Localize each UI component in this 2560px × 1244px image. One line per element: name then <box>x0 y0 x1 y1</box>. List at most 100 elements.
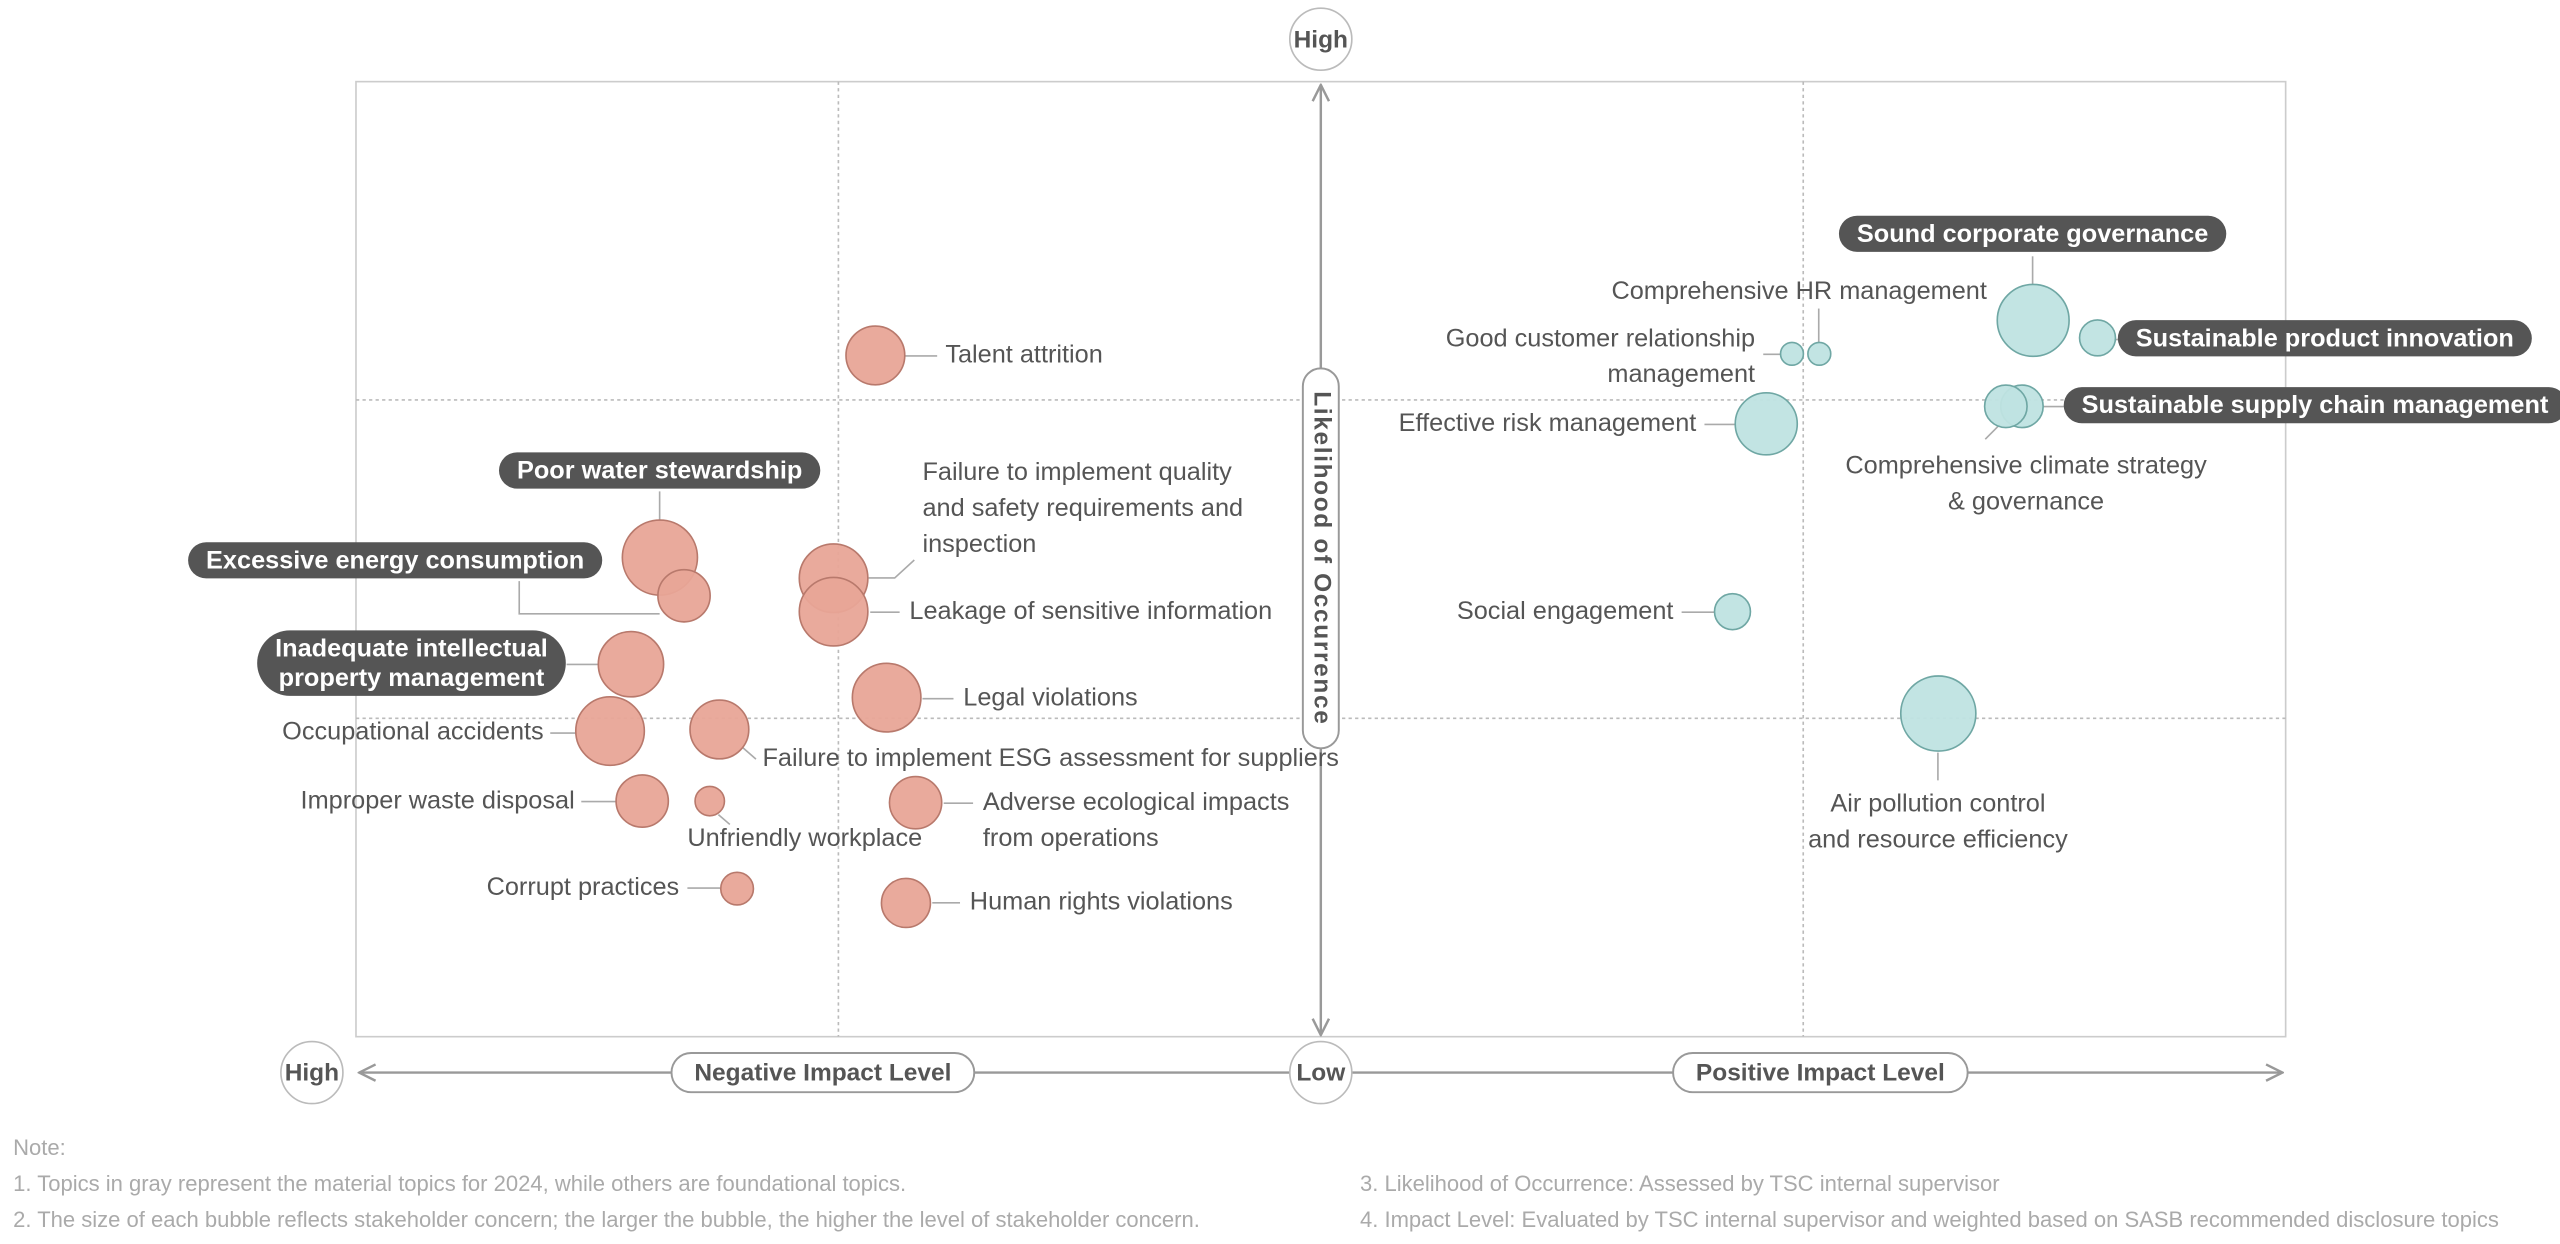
label-line: Human rights violations <box>970 887 1233 915</box>
topic-label: Human rights violations <box>970 887 1233 915</box>
label-line: Sustainable product innovation <box>2136 324 2514 352</box>
material-topic-label: Excessive energy consumption <box>188 542 603 579</box>
bubble <box>880 877 932 929</box>
topic-label: Unfriendly workplace <box>687 824 922 852</box>
topic-label: Good customer relationship management <box>1446 324 1755 388</box>
label-line: Improper waste disposal <box>301 786 575 814</box>
topic-label: Air pollution control and resource effici… <box>1808 790 2068 854</box>
label-box <box>2063 387 2560 424</box>
bubble <box>574 695 646 767</box>
label-box <box>1838 215 2227 252</box>
bubble <box>1983 384 2028 429</box>
axis-end-badge <box>280 1040 344 1105</box>
leader-line <box>717 814 731 826</box>
topic-label: Talent attrition <box>945 341 1103 369</box>
bubble <box>888 775 943 830</box>
topic-label: Social engagement <box>1457 597 1674 625</box>
bubble <box>719 871 755 906</box>
note-item: 4. Impact Level: Evaluated by TSC intern… <box>1360 1207 2499 1232</box>
bubble <box>657 568 711 623</box>
bubble <box>851 662 922 733</box>
leader-line <box>1984 423 2001 440</box>
y-axis-title-box <box>1301 367 1340 750</box>
y-axis-title: Likelihood of Occurrence <box>1301 367 1340 750</box>
label-line: Inadequate intellectual <box>275 634 548 662</box>
label-line: Failure to implement quality <box>922 458 1232 486</box>
axis-title: Positive Impact Level <box>1672 1052 1969 1094</box>
bubble <box>1899 675 1977 752</box>
topic-label: Failure to implement quality and safety r… <box>922 458 1243 558</box>
label-line: Comprehensive climate strategy <box>1845 452 2207 480</box>
label-box <box>188 542 603 579</box>
bubble <box>1713 592 1752 631</box>
bubble <box>798 576 869 647</box>
axis-title: Negative Impact Level <box>670 1052 976 1094</box>
label-line: Air pollution control <box>1830 790 2045 818</box>
topic-label: Occupational accidents <box>282 718 544 746</box>
label-line: Sustainable supply chain management <box>2082 391 2549 419</box>
label-box <box>498 452 821 489</box>
axis-end-label: High <box>1294 26 1348 53</box>
axis-labels: High High Low Negative Impact Level Positive… <box>280 7 1969 1105</box>
leader-line <box>868 559 915 579</box>
axis-end-badge <box>1288 1040 1353 1105</box>
topic-label: Leakage of sensitive information <box>909 597 1272 625</box>
axis-title-text: Negative Impact Level <box>694 1060 951 1087</box>
label-box <box>257 630 566 696</box>
label-line: inspection <box>922 530 1036 558</box>
topic-label: Improper waste disposal <box>301 786 575 814</box>
label-line: Effective risk management <box>1399 409 1697 437</box>
axis-title-box <box>670 1052 976 1094</box>
note-item: 1. Topics in gray represent the material… <box>13 1171 906 1196</box>
axis-end-label: Low <box>1296 1060 1346 1087</box>
y-axis-title-text: Likelihood of Occurrence <box>1308 391 1335 725</box>
bubble <box>615 774 670 829</box>
label-line: and safety requirements and <box>922 494 1243 522</box>
bubble <box>1807 341 1832 367</box>
label-line: Sound corporate governance <box>1857 220 2208 248</box>
topic-label: Legal violations <box>963 683 1137 711</box>
bubbles: Talent attrition Poor water stewardship Ex… <box>188 215 2560 929</box>
material-topic-label: Poor water stewardship <box>498 452 821 489</box>
bubble <box>1996 283 2070 358</box>
axis-end-label: High <box>285 1060 339 1087</box>
label-line: Good customer relationship <box>1446 324 1755 352</box>
axis-end-badge <box>1288 7 1353 72</box>
topic-label: Comprehensive climate strategy & governan… <box>1845 452 2207 516</box>
label-line: Adverse ecological impacts <box>983 788 1290 816</box>
bubble <box>597 630 665 698</box>
note-title: Note: <box>13 1135 66 1160</box>
leader-line <box>742 747 757 760</box>
axis-title-text: Positive Impact Level <box>1696 1060 1945 1087</box>
label-line: Social engagement <box>1457 597 1674 625</box>
material-topic-label: Sustainable supply chain management <box>2063 387 2560 424</box>
axis-title-box <box>1672 1052 1969 1094</box>
label-line: Poor water stewardship <box>517 456 802 484</box>
label-line: Talent attrition <box>945 341 1103 369</box>
label-line: Corrupt practices <box>487 873 680 901</box>
label-box <box>2117 320 2532 357</box>
label-line: and resource efficiency <box>1808 825 2068 853</box>
label-line: Legal violations <box>963 683 1137 711</box>
topic-label: Effective risk management <box>1399 409 1697 437</box>
bubble <box>1734 392 1799 456</box>
label-line: Failure to implement ESG assessment for … <box>762 744 1338 772</box>
topic-label: Adverse ecological impacts from operation… <box>983 788 1290 852</box>
bubble <box>2078 319 2117 357</box>
note-item: 3. Likelihood of Occurrence: Assessed by… <box>1360 1171 2000 1196</box>
bubble <box>689 699 750 760</box>
bubble <box>845 325 906 386</box>
bubble <box>1779 341 1805 367</box>
label-line: Unfriendly workplace <box>687 824 922 852</box>
note-item: 2. The size of each bubble reflects stak… <box>13 1207 1200 1232</box>
topic-label: Comprehensive HR management <box>1611 277 1986 305</box>
topic-label: Failure to implement ESG assessment for … <box>762 744 1338 772</box>
label-line: property management <box>279 664 545 692</box>
label-line: & governance <box>1948 488 2104 516</box>
label-line: management <box>1607 360 1755 388</box>
label-line: Occupational accidents <box>282 718 544 746</box>
label-line: Leakage of sensitive information <box>909 597 1272 625</box>
leader-line <box>518 581 660 615</box>
